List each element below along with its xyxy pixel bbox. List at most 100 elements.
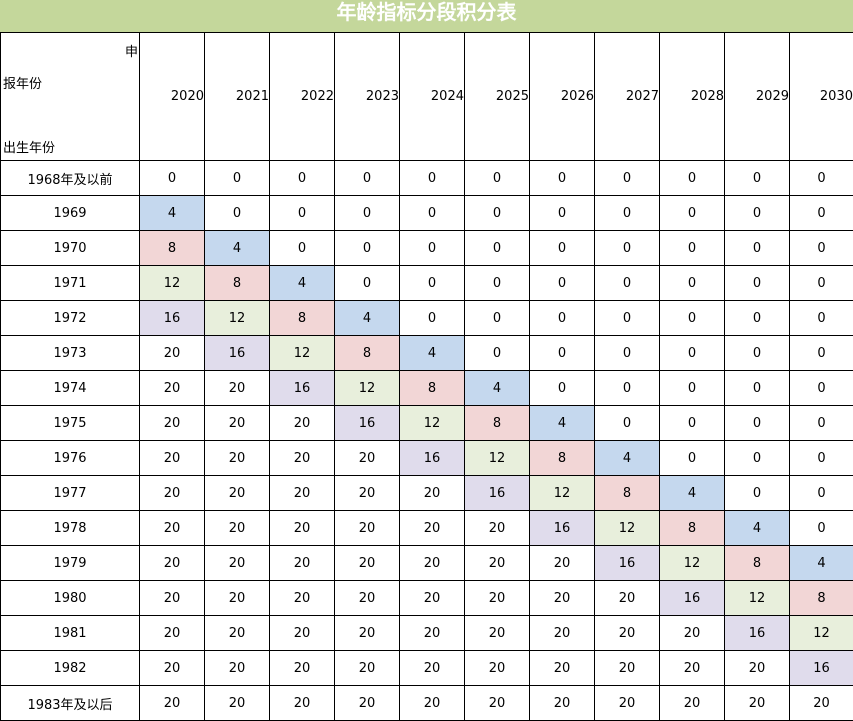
score-cell[interactable]: 16 — [530, 511, 595, 546]
year-header-2027[interactable]: 2027 — [595, 33, 660, 161]
score-cell[interactable]: 20 — [400, 686, 465, 721]
score-cell[interactable]: 20 — [205, 476, 270, 511]
score-cell[interactable]: 0 — [790, 336, 853, 371]
score-cell[interactable]: 16 — [660, 581, 725, 616]
score-cell[interactable]: 20 — [140, 476, 205, 511]
score-cell[interactable]: 0 — [790, 371, 853, 406]
score-cell[interactable]: 0 — [530, 336, 595, 371]
score-cell[interactable]: 0 — [790, 441, 853, 476]
score-cell[interactable]: 0 — [790, 406, 853, 441]
birth-year-label[interactable]: 1980 — [1, 581, 140, 616]
score-cell[interactable]: 20 — [660, 651, 725, 686]
score-cell[interactable]: 8 — [140, 231, 205, 266]
score-cell[interactable]: 20 — [465, 616, 530, 651]
score-cell[interactable]: 8 — [530, 441, 595, 476]
score-cell[interactable]: 20 — [595, 616, 660, 651]
score-cell[interactable]: 20 — [465, 511, 530, 546]
score-cell[interactable]: 20 — [595, 581, 660, 616]
score-cell[interactable]: 8 — [595, 476, 660, 511]
score-cell[interactable]: 0 — [530, 371, 595, 406]
score-cell[interactable]: 0 — [725, 161, 790, 196]
score-cell[interactable]: 0 — [725, 196, 790, 231]
score-cell[interactable]: 0 — [335, 196, 400, 231]
score-cell[interactable]: 20 — [205, 441, 270, 476]
score-cell[interactable]: 4 — [465, 371, 530, 406]
score-cell[interactable]: 20 — [205, 686, 270, 721]
score-cell[interactable]: 0 — [595, 371, 660, 406]
score-cell[interactable]: 0 — [660, 196, 725, 231]
score-cell[interactable]: 20 — [530, 651, 595, 686]
score-cell[interactable]: 20 — [140, 406, 205, 441]
birth-year-label[interactable]: 1977 — [1, 476, 140, 511]
score-cell[interactable]: 20 — [335, 651, 400, 686]
score-cell[interactable]: 4 — [140, 196, 205, 231]
score-cell[interactable]: 0 — [725, 231, 790, 266]
score-cell[interactable]: 12 — [725, 581, 790, 616]
score-cell[interactable]: 20 — [205, 546, 270, 581]
score-cell[interactable]: 12 — [335, 371, 400, 406]
score-cell[interactable]: 0 — [595, 231, 660, 266]
score-cell[interactable]: 20 — [205, 581, 270, 616]
birth-year-label[interactable]: 1971 — [1, 266, 140, 301]
score-cell[interactable]: 16 — [790, 651, 853, 686]
score-cell[interactable]: 16 — [270, 371, 335, 406]
score-cell[interactable]: 20 — [270, 546, 335, 581]
score-cell[interactable]: 20 — [530, 546, 595, 581]
score-cell[interactable]: 20 — [335, 511, 400, 546]
score-cell[interactable]: 0 — [400, 196, 465, 231]
score-cell[interactable]: 0 — [270, 196, 335, 231]
score-cell[interactable]: 0 — [660, 406, 725, 441]
score-cell[interactable]: 20 — [205, 406, 270, 441]
score-cell[interactable]: 20 — [335, 441, 400, 476]
score-cell[interactable]: 4 — [530, 406, 595, 441]
birth-year-label[interactable]: 1970 — [1, 231, 140, 266]
score-cell[interactable]: 4 — [270, 266, 335, 301]
score-cell[interactable]: 20 — [270, 476, 335, 511]
year-header-2025[interactable]: 2025 — [465, 33, 530, 161]
score-cell[interactable]: 16 — [465, 476, 530, 511]
score-cell[interactable]: 0 — [725, 301, 790, 336]
year-header-2029[interactable]: 2029 — [725, 33, 790, 161]
year-header-2026[interactable]: 2026 — [530, 33, 595, 161]
score-cell[interactable]: 20 — [335, 616, 400, 651]
score-cell[interactable]: 0 — [660, 161, 725, 196]
birth-year-label[interactable]: 1974 — [1, 371, 140, 406]
score-cell[interactable]: 0 — [205, 161, 270, 196]
score-cell[interactable]: 20 — [270, 651, 335, 686]
score-cell[interactable]: 20 — [400, 581, 465, 616]
score-cell[interactable]: 20 — [205, 651, 270, 686]
score-cell[interactable]: 20 — [725, 651, 790, 686]
score-cell[interactable]: 0 — [595, 301, 660, 336]
score-cell[interactable]: 0 — [205, 196, 270, 231]
year-header-2028[interactable]: 2028 — [660, 33, 725, 161]
score-cell[interactable]: 0 — [595, 266, 660, 301]
score-cell[interactable]: 4 — [660, 476, 725, 511]
score-cell[interactable]: 12 — [530, 476, 595, 511]
score-cell[interactable]: 4 — [335, 301, 400, 336]
score-cell[interactable]: 0 — [400, 266, 465, 301]
score-cell[interactable]: 0 — [595, 336, 660, 371]
score-cell[interactable]: 20 — [270, 406, 335, 441]
birth-year-label[interactable]: 1969 — [1, 196, 140, 231]
score-cell[interactable]: 16 — [140, 301, 205, 336]
score-cell[interactable]: 20 — [140, 441, 205, 476]
year-header-2022[interactable]: 2022 — [270, 33, 335, 161]
year-header-2021[interactable]: 2021 — [205, 33, 270, 161]
score-cell[interactable]: 0 — [530, 301, 595, 336]
score-cell[interactable]: 0 — [790, 196, 853, 231]
score-cell[interactable]: 0 — [790, 301, 853, 336]
score-cell[interactable]: 0 — [530, 266, 595, 301]
score-cell[interactable]: 8 — [335, 336, 400, 371]
score-cell[interactable]: 20 — [140, 616, 205, 651]
score-cell[interactable]: 20 — [205, 371, 270, 406]
score-cell[interactable]: 12 — [660, 546, 725, 581]
birth-year-label[interactable]: 1978 — [1, 511, 140, 546]
score-cell[interactable]: 4 — [790, 546, 853, 581]
score-cell[interactable]: 20 — [400, 476, 465, 511]
score-cell[interactable]: 0 — [530, 231, 595, 266]
score-cell[interactable]: 20 — [400, 651, 465, 686]
score-cell[interactable]: 20 — [140, 511, 205, 546]
score-cell[interactable]: 4 — [725, 511, 790, 546]
year-header-2024[interactable]: 2024 — [400, 33, 465, 161]
score-cell[interactable]: 20 — [530, 686, 595, 721]
